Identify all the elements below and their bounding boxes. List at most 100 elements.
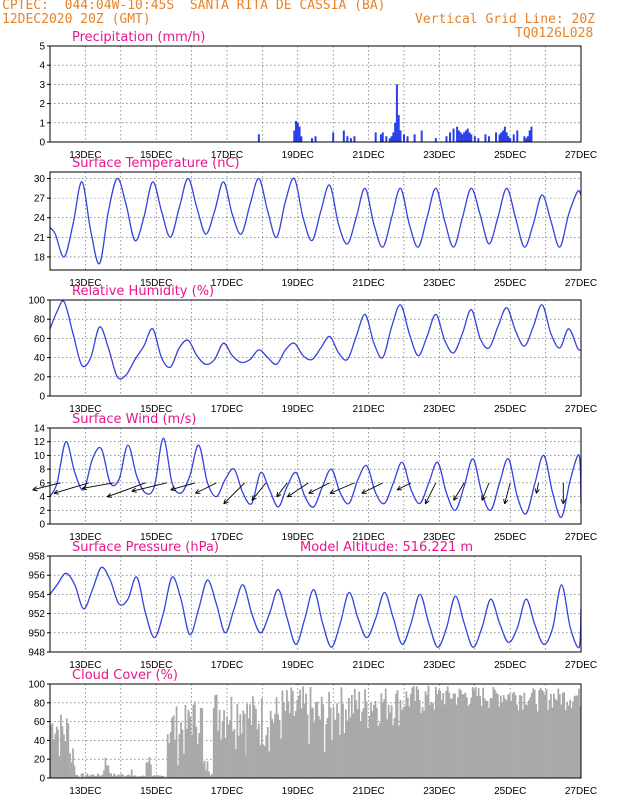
cloud-bar: [98, 775, 101, 778]
cloud-bar: [404, 706, 406, 778]
cloud-bar: [208, 771, 210, 778]
cloud-bar: [296, 699, 299, 778]
y-tick-label: 1: [39, 118, 45, 129]
cloud-bar: [365, 701, 368, 778]
cloud-bar: [129, 775, 132, 778]
cloud-bar: [442, 693, 445, 778]
cloud-bar: [326, 718, 329, 778]
precip-bar: [395, 84, 398, 142]
cloud-bar: [104, 757, 107, 778]
cloud-bar: [555, 700, 558, 778]
cloud-bar: [317, 716, 320, 778]
y-tick-label: 60: [34, 334, 46, 345]
cloud-bar: [141, 775, 144, 778]
precip-bar: [495, 132, 498, 142]
cloud-bar: [171, 717, 174, 778]
cloud-bar: [229, 720, 231, 778]
cloud-bar: [579, 706, 582, 778]
cloud-bar: [240, 733, 243, 778]
cloud-bar: [212, 707, 215, 778]
cloud-bar: [278, 720, 281, 778]
cloud-bar: [303, 703, 306, 778]
x-tick-label: 17DEC: [211, 150, 243, 161]
cloud-bar: [175, 706, 178, 778]
cloud-bar: [198, 732, 201, 778]
cloud-bar: [464, 692, 467, 778]
cloud-bar: [434, 686, 437, 778]
cloud-bar: [491, 698, 493, 778]
panel-frame: [49, 555, 582, 653]
x-tick-label: 13DEC: [69, 786, 101, 797]
cloud-bar: [430, 701, 433, 778]
panel-precipitation: 0 1 2 3 4 5 13DEC 15DEC 17DEC 19DEC 21DEC 23DEC 25DE…: [39, 30, 597, 161]
cloud-bar: [145, 762, 148, 778]
cloud-bar: [234, 748, 237, 778]
cloud-bar: [359, 721, 362, 778]
cloud-bar: [533, 689, 536, 778]
cloud-bar: [255, 708, 257, 778]
y-tick-label: 6: [39, 478, 45, 489]
cloud-bar: [371, 711, 374, 778]
x-tick-label: 17DEC: [211, 278, 243, 289]
cloud-bar: [77, 776, 80, 778]
cloud-bar: [306, 714, 309, 778]
wind-arrow: [396, 482, 412, 491]
cloud-bar: [320, 696, 323, 778]
precip-bar: [296, 122, 299, 142]
cloud-bar: [316, 701, 319, 778]
cloud-bar: [322, 704, 325, 778]
precip-bar: [403, 134, 405, 142]
cloud-bar: [485, 700, 487, 778]
header-line1: CPTEC: 044:04W-10:45S SANTA RITA DE CASS…: [2, 0, 386, 13]
cloud-bar: [541, 690, 543, 778]
cloud-bar: [86, 773, 89, 778]
y-tick-label: 956: [28, 571, 45, 582]
cloud-bar: [93, 775, 96, 778]
cloud-bar: [370, 701, 372, 778]
header-code: TQ0126L028: [515, 26, 594, 41]
precip-bar: [498, 134, 501, 142]
cloud-bar: [448, 692, 451, 778]
cloud-bar: [243, 713, 246, 778]
cloud-bar: [103, 770, 105, 778]
cloud-bar: [439, 690, 442, 778]
cloud-bar: [463, 694, 465, 778]
cloud-bar: [293, 715, 296, 778]
cloud-bar: [114, 775, 117, 778]
cloud-bar: [277, 714, 279, 778]
cloud-bar: [539, 687, 542, 778]
cloud-bar: [188, 712, 190, 778]
y-tick-label: 3: [39, 80, 45, 91]
cloud-bar: [551, 707, 554, 778]
cloud-bar: [168, 743, 171, 778]
cloud-bar: [109, 772, 111, 778]
cloud-bar: [319, 719, 322, 778]
cloud-bar: [426, 694, 428, 778]
cloud-bar: [62, 734, 65, 778]
cloud-bar: [73, 765, 76, 778]
cloud-bar: [389, 712, 392, 778]
precip-bar: [397, 115, 400, 142]
cloud-bar: [451, 698, 453, 778]
cloud-bar: [508, 693, 511, 778]
precip-bar: [503, 126, 506, 142]
y-tick-label: 60: [34, 717, 46, 728]
cloud-bar: [64, 741, 67, 778]
cloud-bar: [150, 764, 152, 778]
cloud-bar: [570, 707, 573, 778]
cloud-bar: [99, 776, 102, 778]
x-tick-label: 15DEC: [140, 532, 172, 543]
x-tick-label: 21DEC: [352, 786, 384, 797]
cloud-bar: [386, 719, 389, 778]
cloud-bar: [131, 775, 134, 778]
x-tick-label: 15DEC: [140, 150, 172, 161]
cloud-bar: [378, 722, 381, 778]
cloud-bar: [440, 700, 443, 778]
y-tick-label: 0: [39, 774, 45, 785]
cloud-bar: [135, 776, 138, 778]
precip-bar: [420, 130, 423, 142]
precip-bar: [500, 132, 503, 142]
cloud-bar: [470, 697, 473, 778]
cloud-bar: [291, 691, 294, 778]
cloud-bar: [554, 698, 557, 778]
